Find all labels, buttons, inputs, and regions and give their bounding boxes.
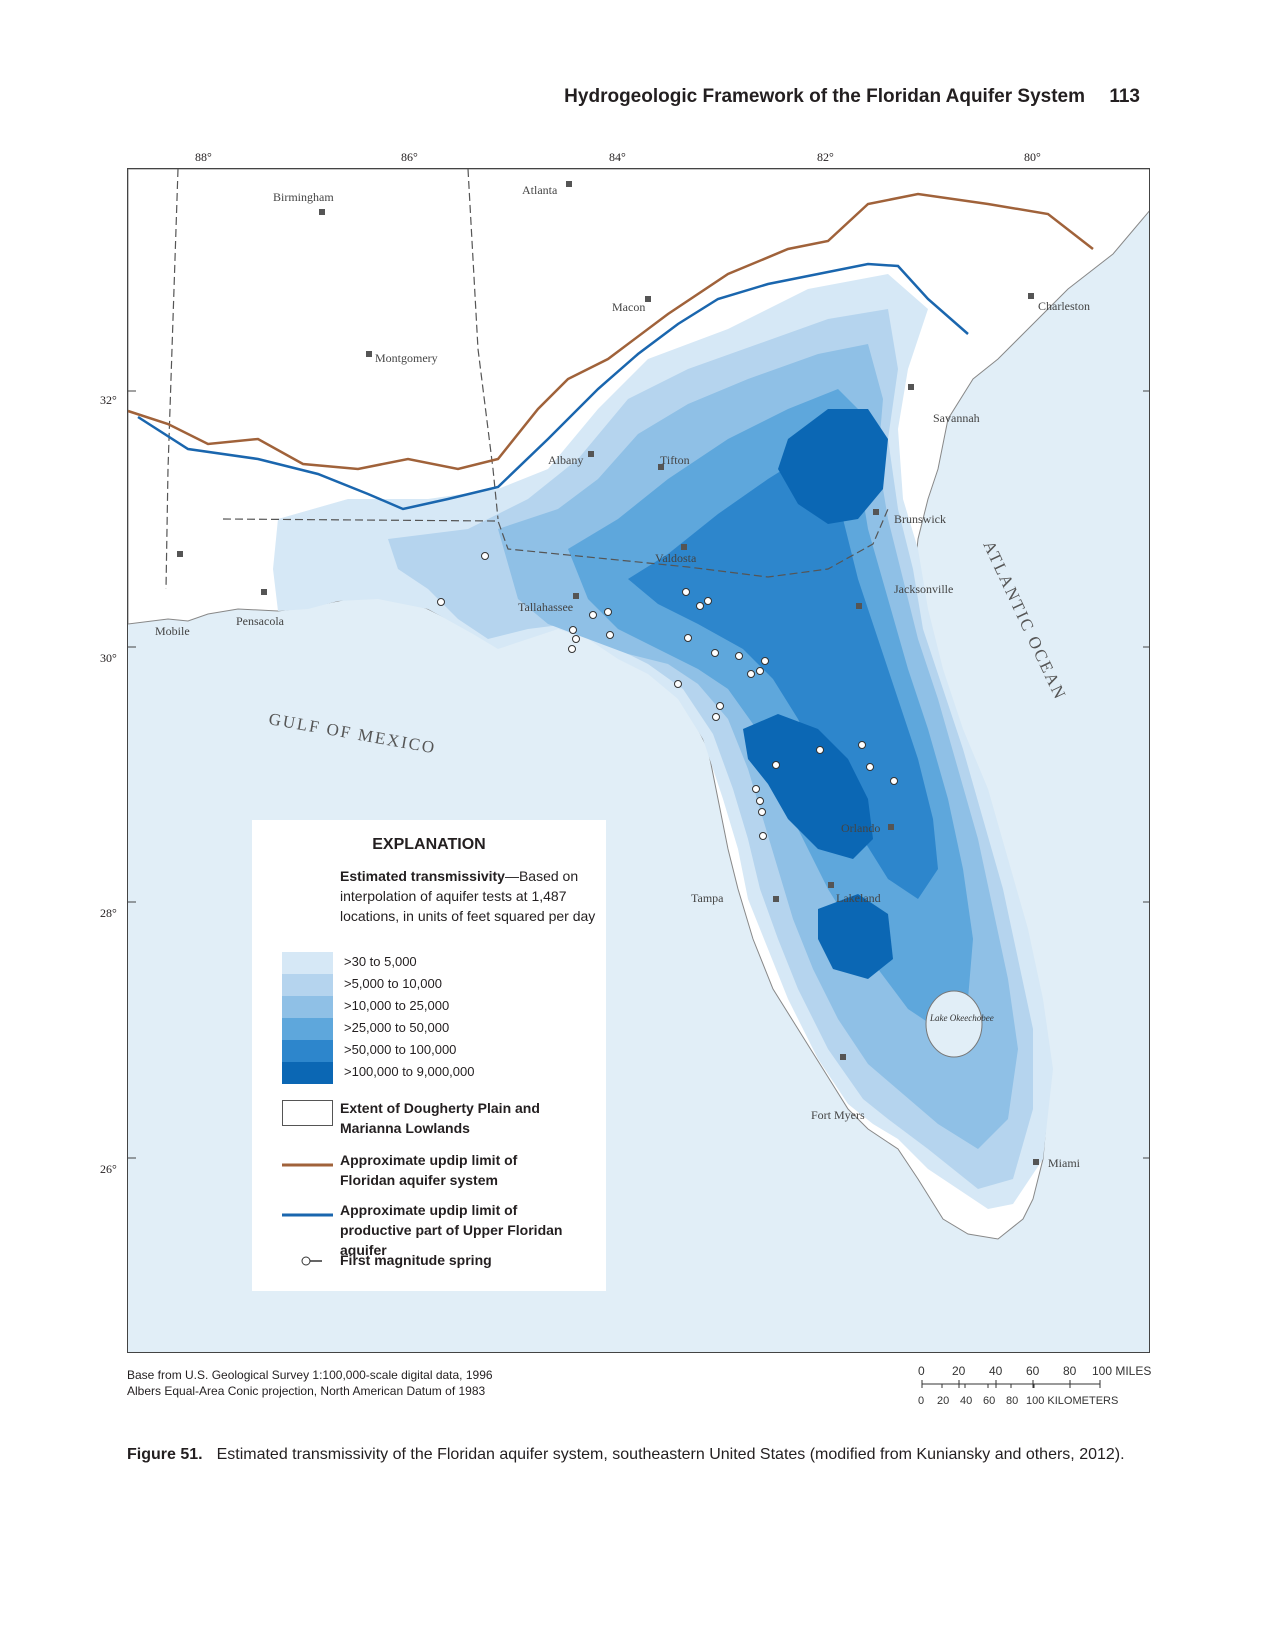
swatch-class-2 — [282, 974, 333, 996]
km-tick-80: 80 — [1006, 1395, 1018, 1407]
city-label-tifton: Tifton — [660, 453, 690, 467]
latitude-label-32: 32° — [100, 393, 117, 407]
class-label-2: >5,000 to 10,000 — [344, 976, 442, 991]
source-line-1: Base from U.S. Geological Survey 1:100,0… — [127, 1368, 493, 1382]
transmissivity-map: Birmingham Atlanta Macon Charleston Mont… — [127, 168, 1150, 1353]
city-label-macon: Macon — [612, 300, 645, 314]
state-boundary-fl-north — [222, 508, 889, 578]
map-canvas: Birmingham Atlanta Macon Charleston Mont… — [128, 169, 1149, 1240]
swatch-class-6 — [282, 1062, 333, 1084]
city-label-miami: Miami — [1048, 1156, 1081, 1170]
updip-floridan-swatch — [282, 1163, 333, 1167]
swatch-class-4 — [282, 1018, 333, 1040]
longitude-label-82: 82° — [817, 150, 834, 164]
longitude-label-86: 86° — [401, 150, 418, 164]
km-tick-100: 100 KILOMETERS — [1026, 1395, 1118, 1407]
scale-bar-graphic: 0 20 40 60 80 100 MILES 0 20 40 60 80 10… — [918, 1364, 1151, 1407]
dougherty-plain-swatch — [282, 1100, 333, 1126]
city-label-montgomery: Montgomery — [375, 351, 438, 365]
city-label-atlanta: Atlanta — [522, 183, 558, 197]
miles-tick-100: 100 MILES — [1092, 1364, 1151, 1378]
page-number: 113 — [1109, 86, 1140, 107]
city-label-birmingham: Birmingham — [273, 190, 334, 204]
city-label-brunswick: Brunswick — [894, 512, 946, 526]
km-tick-40: 40 — [960, 1395, 972, 1407]
updip-productive-swatch — [282, 1213, 333, 1217]
class-label-3: >10,000 to 25,000 — [344, 998, 450, 1013]
source-line-2: Albers Equal-Area Conic projection, Nort… — [127, 1384, 486, 1398]
miles-tick-0: 0 — [918, 1364, 925, 1378]
city-label-orlando: Orlando — [841, 821, 880, 835]
latitude-label-28: 28° — [100, 906, 117, 920]
city-label-albany: Albany — [548, 453, 583, 467]
running-title: Hydrogeologic Framework of the Floridan … — [564, 86, 1085, 107]
atlantic-ocean-label: ATLANTIC OCEAN — [979, 538, 1070, 704]
transmissivity-class-6-area-georgia — [778, 409, 888, 524]
spring-symbol-icon — [301, 1256, 322, 1266]
legend-description-title: Estimated transmissivity — [340, 868, 505, 884]
first-magnitude-springs — [437, 552, 898, 840]
km-tick-0: 0 — [918, 1395, 924, 1407]
city-markers — [177, 181, 1039, 1165]
updip-floridan-label: Approximate updip limit of Floridan aqui… — [340, 1152, 518, 1188]
miles-tick-60: 60 — [1026, 1364, 1040, 1378]
state-boundary-ms-al — [165, 169, 179, 590]
scale-bar: 0 20 40 60 80 100 MILES 0 20 40 60 80 10… — [912, 1362, 1152, 1422]
transmissivity-swatches — [282, 952, 333, 1084]
km-tick-20: 20 — [937, 1395, 949, 1407]
city-label-valdosta: Valdosta — [655, 551, 697, 565]
lake-okeechobee-shape — [925, 990, 983, 1058]
updip-limit-productive-line — [137, 262, 969, 511]
state-boundary-al-ga — [467, 169, 499, 520]
class-label-1: >30 to 5,000 — [344, 954, 417, 969]
city-label-charleston: Charleston — [1038, 299, 1090, 313]
updip-limit-floridan-line — [128, 192, 1094, 471]
city-label-savannah: Savannah — [933, 411, 980, 425]
transmissivity-class-4-area — [568, 389, 973, 1029]
longitude-label-88: 88° — [195, 150, 212, 164]
spring-label: First magnitude spring — [340, 1252, 492, 1268]
dougherty-plain-label: Extent of Dougherty Plain and Marianna L… — [340, 1100, 540, 1136]
gulf-of-mexico-label: GULF OF MEXICO — [267, 709, 437, 757]
latitude-label-30: 30° — [100, 651, 117, 665]
running-header: Hydrogeologic Framework of the Floridan … — [0, 86, 1275, 116]
swatch-class-3 — [282, 996, 333, 1018]
lake-okeechobee-label: Lake Okeechobee — [929, 1013, 994, 1023]
miles-tick-20: 20 — [952, 1364, 966, 1378]
miles-tick-40: 40 — [989, 1364, 1003, 1378]
map-legend: EXPLANATION Estimated transmissivity—Bas… — [252, 820, 606, 1291]
city-label-pensacola: Pensacola — [236, 614, 285, 628]
city-label-mobile: Mobile — [155, 624, 190, 638]
legend-description-text: —Based on interpolation of aquifer tests… — [340, 868, 596, 924]
transmissivity-class-5-area — [628, 434, 938, 899]
km-tick-60: 60 — [983, 1395, 995, 1407]
city-labels: Birmingham Atlanta Macon Charleston Mont… — [155, 183, 1090, 1170]
city-label-tampa: Tampa — [691, 891, 724, 905]
figure-number: Figure 51. — [127, 1446, 203, 1463]
swatch-class-1 — [282, 952, 333, 974]
swatch-class-5 — [282, 1040, 333, 1062]
legend-description: Estimated transmissivity—Based on interp… — [340, 866, 600, 926]
legend-heading: EXPLANATION — [372, 836, 486, 853]
class-label-5: >50,000 to 100,000 — [344, 1042, 457, 1057]
city-label-jacksonville: Jacksonville — [894, 582, 953, 596]
figure-caption: Figure 51. Estimated transmissivity of th… — [127, 1443, 1147, 1466]
city-label-lakeland: Lakeland — [836, 891, 881, 905]
latitude-label-26: 26° — [100, 1162, 117, 1176]
longitude-label-84: 84° — [609, 150, 626, 164]
updip-productive-label: Approximate updip limit of productive pa… — [340, 1202, 563, 1258]
transmissivity-class-6-area-central — [743, 714, 873, 859]
city-label-fort-myers: Fort Myers — [811, 1108, 865, 1122]
class-label-4: >25,000 to 50,000 — [344, 1020, 450, 1035]
graticule-ticks — [128, 390, 1149, 1159]
caption-text: Estimated transmissivity of the Floridan… — [216, 1446, 1125, 1463]
miles-tick-80: 80 — [1063, 1364, 1077, 1378]
class-label-6: >100,000 to 9,000,000 — [344, 1064, 475, 1079]
city-label-tallahassee: Tallahassee — [518, 600, 573, 614]
longitude-label-80: 80° — [1024, 150, 1041, 164]
map-source-note: Base from U.S. Geological Survey 1:100,0… — [127, 1367, 493, 1399]
transmissivity-class-6-area-polk — [818, 894, 893, 979]
